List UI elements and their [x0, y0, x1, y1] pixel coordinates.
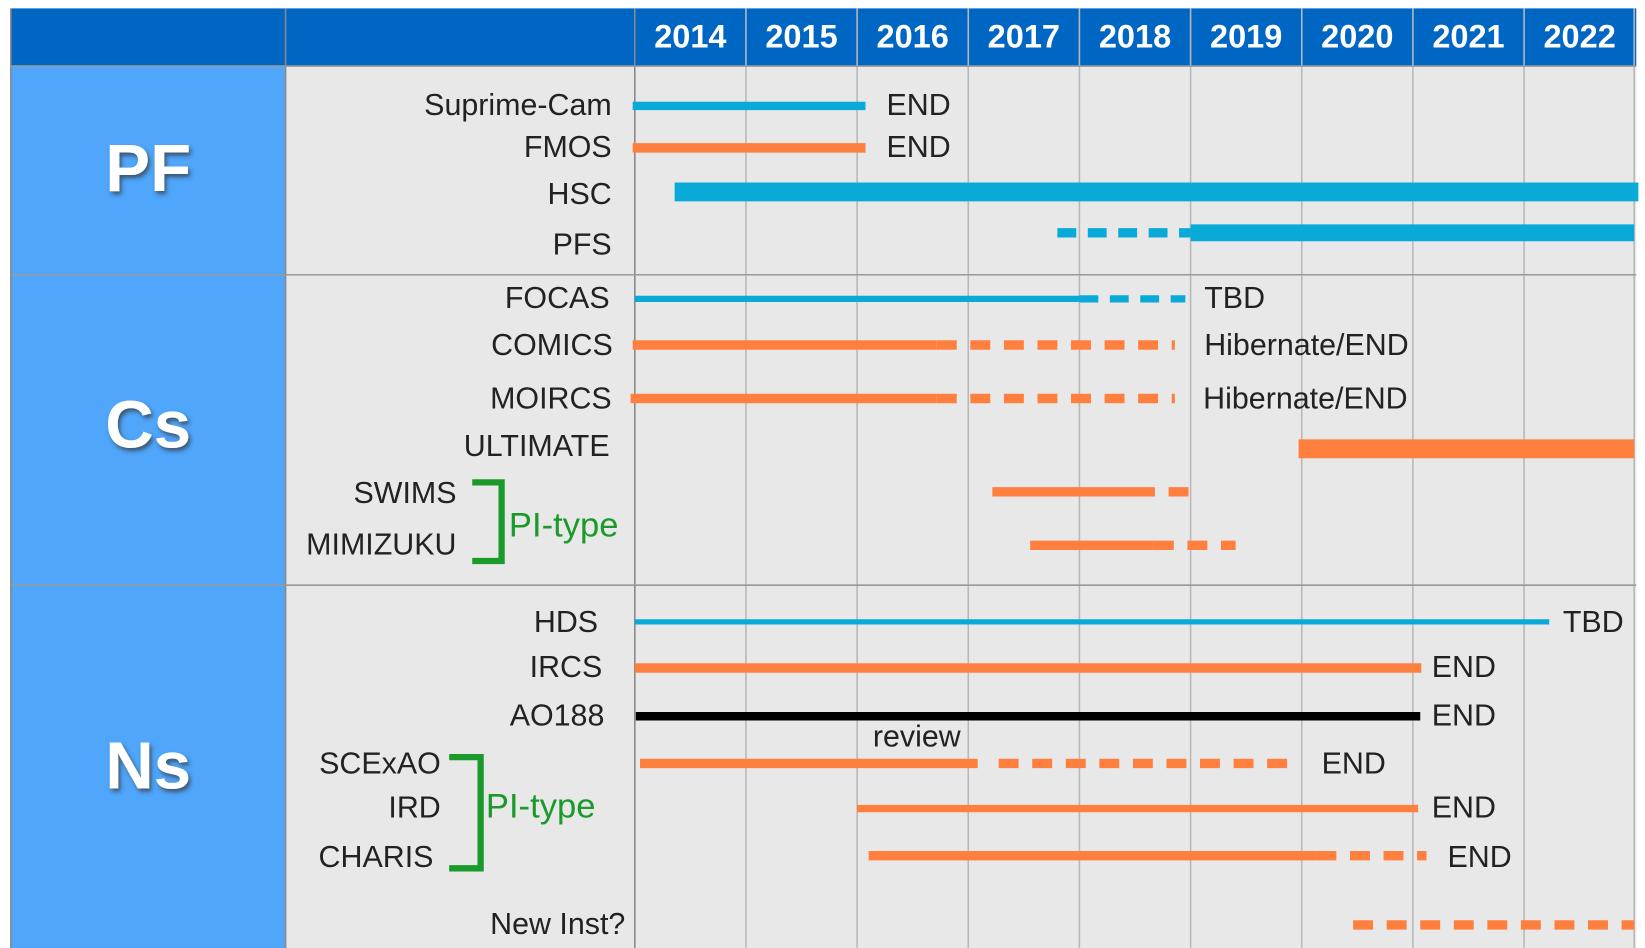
- year-label: 2014: [654, 18, 726, 54]
- section-column: [10, 66, 286, 948]
- instrument-label: New Inst?: [490, 907, 625, 941]
- instrument-label: FOCAS: [505, 281, 610, 315]
- status-label: Hibernate/END: [1204, 328, 1409, 362]
- instrument-label: HSC: [548, 177, 612, 211]
- status-label: END: [1448, 840, 1512, 874]
- instrument-label: IRD: [388, 791, 440, 825]
- status-label: Hibernate/END: [1203, 382, 1408, 416]
- year-label: 2021: [1432, 18, 1504, 54]
- instrument-label: CHARIS: [319, 840, 434, 874]
- instrument-label: HDS: [534, 605, 598, 639]
- status-label: TBD: [1563, 605, 1624, 639]
- section-label: Cs: [105, 388, 191, 463]
- instrument-label: COMICS: [491, 328, 613, 362]
- instrument-label: PFS: [553, 227, 612, 261]
- instrument-label: AO188: [510, 698, 605, 732]
- instrument-label: FMOS: [524, 130, 612, 164]
- content: 2014 2015 2016 2017 2018 2019 2020 2021 2022 PF Cs…: [105, 18, 1639, 941]
- instrument-label: SWIMS: [353, 476, 456, 510]
- status-label: END: [886, 88, 950, 122]
- status-label: END: [886, 130, 950, 164]
- pi-type-label: PI-type: [486, 788, 596, 826]
- pi-bracket: [449, 753, 484, 872]
- instrument-label: Suprime-Cam: [424, 88, 612, 122]
- remark-label: review: [873, 719, 962, 753]
- section-label: Ns: [105, 729, 191, 804]
- status-label: END: [1322, 747, 1386, 781]
- year-label: 2022: [1543, 18, 1615, 54]
- status-label: END: [1432, 698, 1496, 732]
- status-label: END: [1432, 650, 1496, 684]
- status-label: TBD: [1204, 281, 1265, 315]
- grid: [10, 8, 1637, 948]
- section-label: PF: [105, 131, 191, 206]
- instrument-label: ULTIMATE: [464, 429, 610, 463]
- instrument-label: IRCS: [530, 650, 603, 684]
- year-label: 2020: [1321, 18, 1393, 54]
- pi-bracket: [472, 479, 505, 565]
- year-label: 2015: [765, 18, 837, 54]
- year-label: 2017: [988, 18, 1060, 54]
- pi-type-label: PI-type: [509, 507, 619, 545]
- instrument-label: SCExAO: [319, 747, 441, 781]
- instrument-label: MOIRCS: [490, 382, 612, 416]
- year-label: 2019: [1210, 18, 1282, 54]
- instrument-label: MIMIZUKU: [306, 527, 456, 561]
- year-label: 2018: [1099, 18, 1171, 54]
- year-label: 2016: [877, 18, 949, 54]
- status-label: END: [1432, 791, 1496, 825]
- header-bar: [10, 8, 1637, 67]
